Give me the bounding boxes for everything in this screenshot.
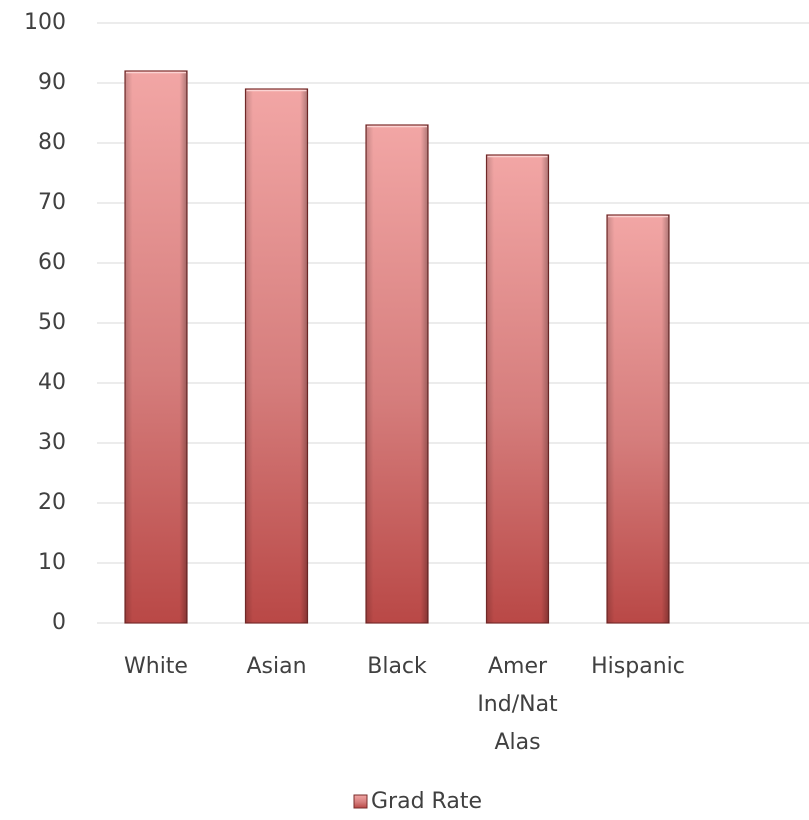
y-tick-label: 0 <box>52 610 66 635</box>
x-category-label: White <box>124 654 188 679</box>
y-tick-label: 50 <box>38 310 66 335</box>
y-tick-label: 60 <box>38 250 66 275</box>
y-tick-label: 20 <box>38 490 66 515</box>
y-tick-label: 90 <box>38 70 66 95</box>
bar <box>485 154 550 624</box>
x-category-label: Asian <box>246 654 306 679</box>
bars <box>124 70 670 624</box>
y-tick-label: 10 <box>38 550 66 575</box>
y-tick-label: 70 <box>38 190 66 215</box>
legend-label: Grad Rate <box>371 789 482 814</box>
y-tick-label: 40 <box>38 370 66 395</box>
x-category-label: Amer Ind/Nat Alas <box>477 654 558 755</box>
bar <box>244 88 309 624</box>
bar <box>124 70 188 624</box>
y-tick-label: 80 <box>38 130 66 155</box>
bar <box>606 214 670 624</box>
gridlines <box>97 22 809 624</box>
x-category-label: Black <box>367 654 427 679</box>
y-tick-label: 100 <box>24 10 66 35</box>
x-axis-labels: White Asian Black Amer Ind/Nat Alas Hispanic <box>124 654 685 755</box>
legend: Grad Rate <box>353 789 482 814</box>
y-tick-label: 30 <box>38 430 66 455</box>
y-axis-ticks: 0 10 20 30 40 50 60 70 80 90 100 <box>24 10 66 635</box>
bar <box>365 124 429 624</box>
legend-swatch <box>353 794 368 809</box>
x-category-label: Hispanic <box>591 654 685 679</box>
